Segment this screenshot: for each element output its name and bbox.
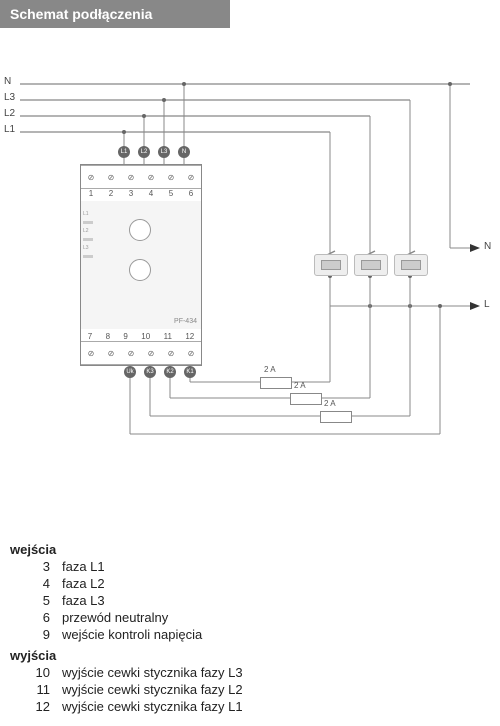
legend-row: 5faza L3 bbox=[10, 593, 243, 608]
conn-bot-k1: K1 bbox=[184, 366, 196, 378]
device-body: L1 L2 L3 PF-434 bbox=[81, 201, 201, 329]
conn-top-l3: L3 bbox=[158, 146, 170, 158]
adjust-knob-upper[interactable] bbox=[129, 219, 151, 241]
conn-bot-k3: K3 bbox=[144, 366, 156, 378]
fuse-2 bbox=[290, 393, 322, 405]
conn-bot-k2: K2 bbox=[164, 366, 176, 378]
legend-row: 11wyjście cewki stycznika fazy L2 bbox=[10, 682, 243, 697]
device-model-label: PF-434 bbox=[174, 318, 197, 325]
contactor-l1 bbox=[314, 254, 348, 276]
fuse-label-1: 2 A bbox=[264, 365, 276, 374]
legend-row: 10wyjście cewki stycznika fazy L3 bbox=[10, 665, 243, 680]
terminal-legend: wejścia 3faza L1 4faza L2 5faza L3 6prze… bbox=[10, 536, 243, 716]
rail-label-l3: L3 bbox=[4, 92, 15, 103]
conn-top-n: N bbox=[178, 146, 190, 158]
legend-row: 9wejście kontroli napięcia bbox=[10, 627, 243, 642]
fuse-label-3: 2 A bbox=[324, 399, 336, 408]
rail-label-l1: L1 bbox=[4, 124, 15, 135]
output-label-n: N bbox=[484, 241, 491, 252]
device-bot-terminals: ⊘⊘⊘⊘⊘⊘ bbox=[81, 341, 201, 365]
legend-row: 12wyjście cewki stycznika fazy L1 bbox=[10, 699, 243, 714]
fuse-3 bbox=[320, 411, 352, 423]
device-top-terminals: ⊘⊘⊘⊘⊘⊘ bbox=[81, 165, 201, 189]
fuse-label-2: 2 A bbox=[294, 381, 306, 390]
relay-device: ⊘⊘⊘⊘⊘⊘ 12 34 56 L1 L2 L3 PF-434 78 910 bbox=[80, 164, 202, 366]
rail-label-l2: L2 bbox=[4, 108, 15, 119]
device-bot-numbers: 78 910 1112 bbox=[81, 332, 201, 341]
device-leds: L1 L2 L3 bbox=[83, 211, 99, 262]
contactor-l3 bbox=[394, 254, 428, 276]
adjust-knob-lower[interactable] bbox=[129, 259, 151, 281]
legend-row: 6przewód neutralny bbox=[10, 610, 243, 625]
legend-inputs-header: wejścia bbox=[10, 542, 243, 557]
rail-label-n: N bbox=[4, 76, 11, 87]
device-top-numbers: 12 34 56 bbox=[81, 189, 201, 198]
conn-top-l2: L2 bbox=[138, 146, 150, 158]
wiring-lines bbox=[0, 36, 500, 466]
contactor-l2 bbox=[354, 254, 388, 276]
legend-row: 4faza L2 bbox=[10, 576, 243, 591]
fuse-1 bbox=[260, 377, 292, 389]
conn-top-l1: L1 bbox=[118, 146, 130, 158]
section-title: Schemat podłączenia bbox=[0, 0, 230, 28]
legend-outputs-header: wyjścia bbox=[10, 648, 243, 663]
legend-row: 3faza L1 bbox=[10, 559, 243, 574]
output-label-l: L bbox=[484, 299, 490, 310]
conn-bot-uk: Uk bbox=[124, 366, 136, 378]
wiring-diagram: N L3 L2 L1 L1 L2 L3 N ⊘⊘⊘⊘⊘⊘ 12 34 56 L1… bbox=[0, 36, 500, 466]
